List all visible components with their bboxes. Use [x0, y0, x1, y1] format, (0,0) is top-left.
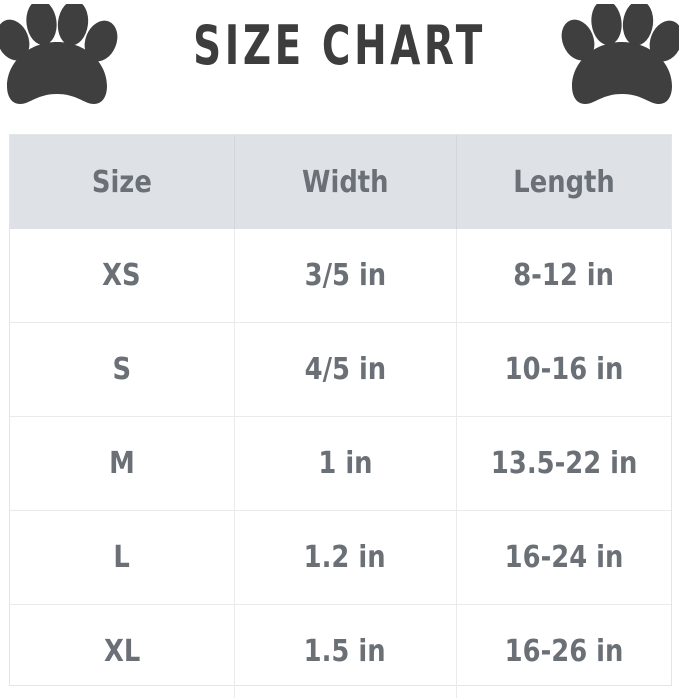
cell-width: 1.5 in: [234, 605, 456, 698]
table-row: L 1.2 in 16-24 in: [10, 511, 671, 605]
table-row: XL 1.5 in 16-26 in: [10, 605, 671, 698]
table-row: XS 3/5 in 8-12 in: [10, 229, 671, 323]
size-chart-table: Size Width Length XS 3/5 in 8-12 in S 4/…: [10, 135, 671, 698]
cell-size: M: [10, 417, 234, 511]
cell-length: 8-12 in: [456, 229, 671, 323]
table-row: S 4/5 in 10-16 in: [10, 323, 671, 417]
cell-length: 16-24 in: [456, 511, 671, 605]
cell-width: 4/5 in: [234, 323, 456, 417]
size-chart-table-container: Size Width Length XS 3/5 in 8-12 in S 4/…: [9, 134, 672, 686]
cell-width-value: 1 in: [318, 446, 372, 481]
cell-size-value: XL: [104, 634, 140, 669]
cell-width-value: 3/5 in: [304, 258, 386, 293]
column-header-size: Size: [10, 135, 234, 229]
cell-length-value: 10-16 in: [504, 352, 623, 387]
cell-width-value: 1.5 in: [304, 634, 386, 669]
cell-width: 1 in: [234, 417, 456, 511]
page-title: SIZE CHART: [95, 16, 584, 76]
header-banner: SIZE CHART: [0, 0, 679, 134]
column-header-size-label: Size: [92, 165, 152, 200]
cell-length-value: 13.5-22 in: [491, 446, 637, 481]
cell-width-value: 4/5 in: [304, 352, 386, 387]
cell-length: 10-16 in: [456, 323, 671, 417]
cell-length: 13.5-22 in: [456, 417, 671, 511]
cell-width-value: 1.2 in: [304, 540, 386, 575]
cell-size: L: [10, 511, 234, 605]
cell-length-value: 16-26 in: [504, 634, 623, 669]
column-header-length: Length: [456, 135, 671, 229]
cell-size: S: [10, 323, 234, 417]
cell-length: 16-26 in: [456, 605, 671, 698]
cell-size-value: M: [109, 446, 135, 481]
column-header-length-label: Length: [513, 165, 614, 200]
cell-width: 1.2 in: [234, 511, 456, 605]
table-row: M 1 in 13.5-22 in: [10, 417, 671, 511]
cell-size: XS: [10, 229, 234, 323]
cell-size-value: S: [112, 352, 131, 387]
cell-size-value: XS: [103, 258, 141, 293]
column-header-width: Width: [234, 135, 456, 229]
cell-length-value: 16-24 in: [504, 540, 623, 575]
column-header-width-label: Width: [302, 165, 388, 200]
cell-size: XL: [10, 605, 234, 698]
cell-width: 3/5 in: [234, 229, 456, 323]
cell-size-value: L: [114, 540, 130, 575]
cell-length-value: 8-12 in: [513, 258, 614, 293]
table-header-row: Size Width Length: [10, 135, 671, 229]
